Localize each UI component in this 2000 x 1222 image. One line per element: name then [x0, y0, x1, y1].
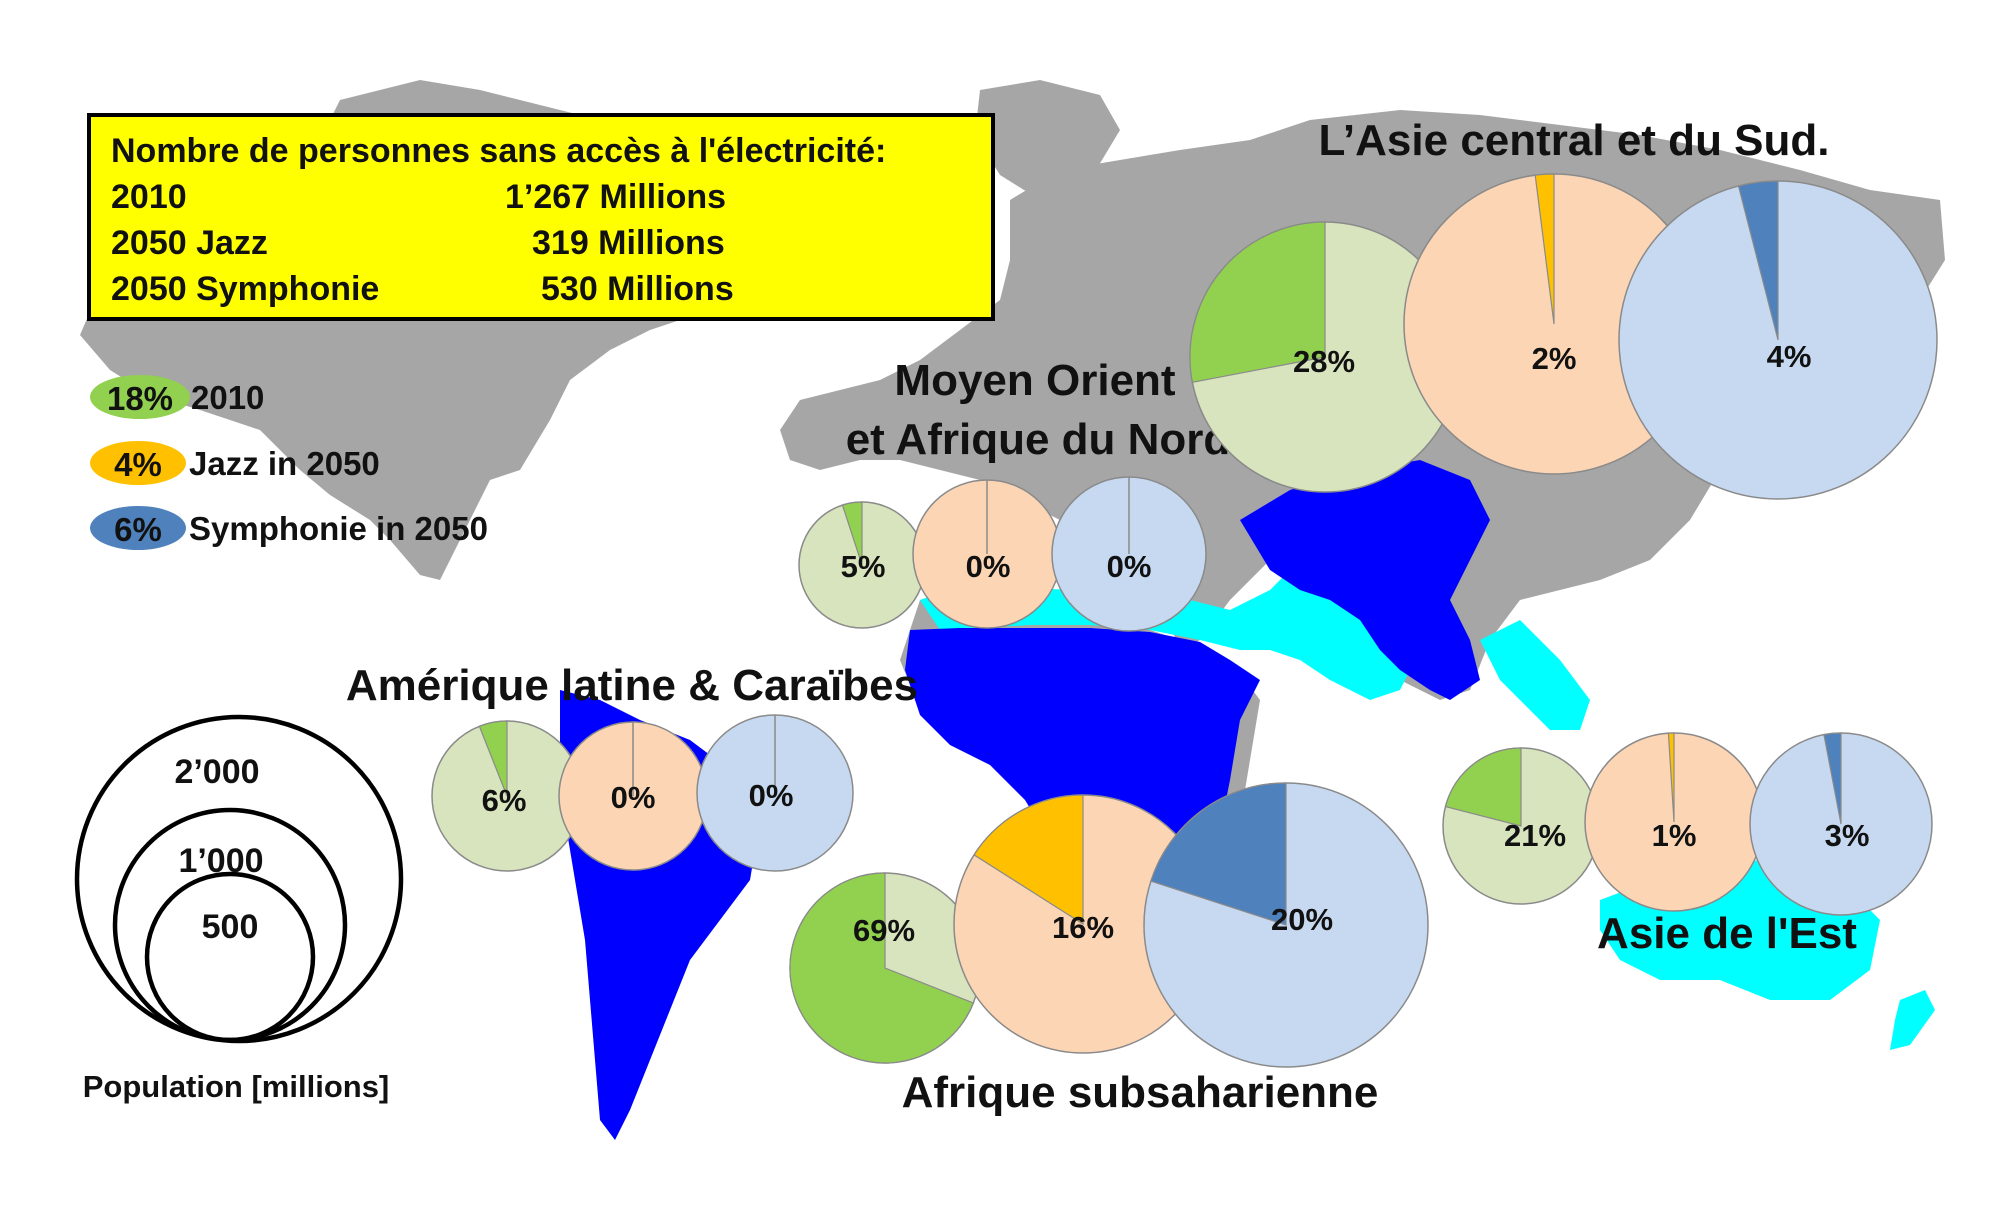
- region-title-central-south-asia: L’Asie central et du Sud.: [1318, 116, 1829, 165]
- summary-box-background: [87, 113, 995, 321]
- pie-sub-saharan-africa-jazz-label: 16%: [1052, 910, 1114, 945]
- pie-charts: 28% 2% 4% 5% 0% 0% 6% 0% 0% 69% 16% 20% 21% 1% 3%: [431, 173, 1938, 1068]
- region-title-mena-line1: Moyen Orient: [894, 356, 1175, 405]
- southeast-asia-region: [1480, 620, 1590, 730]
- pie-latin-america-2010-label: 6%: [482, 783, 527, 818]
- summary-row-label-jazz: 2050 Jazz: [111, 224, 268, 262]
- summary-row-label-symphonie: 2050 Symphonie: [111, 270, 379, 308]
- pie-mena-symphonie-label: 0%: [1107, 549, 1152, 584]
- legend-label-jazz: Jazz in 2050: [189, 445, 380, 482]
- population-caption: Population [millions]: [83, 1069, 390, 1104]
- pie-central-south-asia-symphonie-label: 4%: [1767, 339, 1812, 374]
- scale-label-2000: 2’000: [174, 753, 259, 791]
- legend-badge-2010: [90, 375, 190, 419]
- pie-mena-2010-slice: [841, 501, 863, 566]
- pie-latin-america-2010-slice: [478, 720, 508, 797]
- scale-circle-500: [144, 871, 316, 1043]
- summary-row-value-2010: 1’267 Millions: [505, 178, 726, 216]
- pie-central-south-asia-jazz-label: 2%: [1532, 341, 1577, 376]
- new-zealand-region: [1890, 990, 1935, 1050]
- pie-sub-saharan-africa-symphonie-slice: [1150, 782, 1287, 926]
- legend-badge-jazz: [90, 441, 186, 485]
- pie-east-asia-2010-slice: [1444, 747, 1522, 827]
- legend-item-symphonie: 6% Symphonie in 2050: [90, 506, 488, 550]
- region-title-sub-saharan-africa: Afrique subsaharienne: [902, 1068, 1379, 1117]
- pie-east-asia-jazz-slice: [1667, 732, 1675, 823]
- pie-east-asia-jazz-label: 1%: [1652, 818, 1697, 853]
- summary-box: Nombre de personnes sans accès à l'élect…: [87, 113, 995, 321]
- summary-row-value-jazz: 319 Millions: [532, 224, 725, 262]
- pie-mena-2010-label: 5%: [841, 549, 886, 584]
- pie-sub-saharan-africa-2010-label: 69%: [853, 913, 915, 948]
- legend-label-symphonie: Symphonie in 2050: [189, 510, 488, 547]
- pie-central-south-asia-symphonie-slice: [1737, 180, 1779, 341]
- legend-badge-text-2010: 18%: [107, 380, 173, 417]
- region-title-east-asia: Asie de l'Est: [1597, 909, 1857, 958]
- legend: 18% 2010 4% Jazz in 2050 6% Symphonie in…: [90, 375, 488, 550]
- pie-east-asia-symphonie-label: 3%: [1825, 818, 1870, 853]
- region-title-latin-america: Amérique latine & Caraïbes: [346, 661, 918, 710]
- pie-mena-jazz-label: 0%: [966, 549, 1011, 584]
- population-scale: 2’000 1’000 500 Population [millions]: [74, 714, 404, 1104]
- summary-row-value-symphonie: 530 Millions: [541, 270, 734, 308]
- legend-badge-text-jazz: 4%: [114, 446, 162, 483]
- pie-central-south-asia-2010-slice: [1189, 221, 1326, 384]
- legend-badge-symphonie: [90, 506, 186, 550]
- region-title-mena-line2: et Afrique du Nord: [846, 415, 1231, 464]
- pie-central-south-asia-2010-label: 28%: [1293, 344, 1355, 379]
- south-asia-region: [1240, 460, 1490, 700]
- pie-sub-saharan-africa-jazz-slice: [973, 794, 1084, 926]
- pie-sub-saharan-africa-symphonie-label: 20%: [1271, 902, 1333, 937]
- summary-title: Nombre de personnes sans accès à l'élect…: [111, 132, 886, 170]
- legend-item-2010: 18% 2010: [90, 375, 264, 419]
- scale-label-1000: 1’000: [178, 842, 263, 880]
- pie-sub-saharan-africa-2010-slice: [789, 872, 975, 1064]
- pie-latin-america-symphonie-label: 0%: [749, 778, 794, 813]
- pie-central-south-asia-jazz-slice: [1534, 173, 1555, 325]
- legend-badge-text-symphonie: 6%: [114, 511, 162, 548]
- pie-east-asia-symphonie-slice: [1823, 732, 1842, 825]
- pie-east-asia-2010-label: 21%: [1504, 818, 1566, 853]
- scale-label-500: 500: [202, 908, 259, 946]
- summary-row-label-2010: 2010: [111, 178, 187, 216]
- legend-item-jazz: 4% Jazz in 2050: [90, 441, 380, 485]
- pie-latin-america-jazz-label: 0%: [611, 780, 656, 815]
- legend-label-2010: 2010: [191, 379, 264, 416]
